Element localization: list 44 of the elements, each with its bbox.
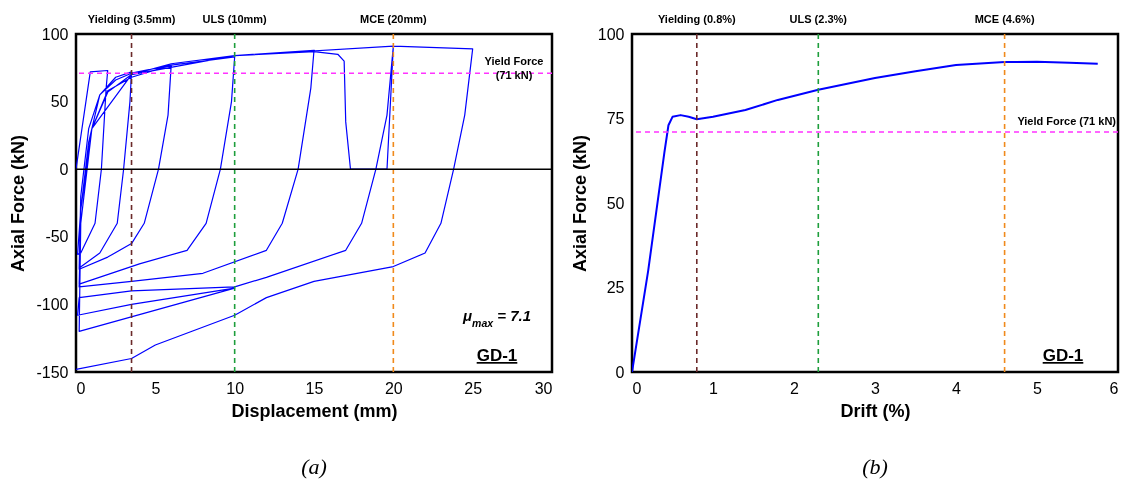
y-tick-label: -150	[36, 363, 69, 381]
line-series	[632, 60, 1099, 372]
y-tick-label: 75	[606, 110, 625, 127]
y-axis-title: Axial Force (kN)	[8, 134, 29, 273]
annotation: μ$_{max}$ = 7.1	[461, 307, 532, 329]
y-tick-label: 50	[50, 93, 69, 111]
annotation: GD-1	[1042, 346, 1084, 365]
x-tick-label: 30	[534, 379, 553, 397]
y-tick-label: 25	[606, 279, 625, 296]
x-axis-title: Displacement (mm)	[231, 400, 398, 421]
x-tick-label: 15	[305, 379, 324, 397]
y-tick-label: 100	[41, 25, 69, 43]
ref-line-label: ULS (10mm)	[202, 13, 268, 25]
ref-line-label: ULS (2.3%)	[789, 13, 848, 25]
x-tick-label: 1	[709, 379, 719, 397]
x-tick-label: 20	[384, 379, 403, 397]
ref-line-label: MCE (20mm)	[360, 13, 427, 25]
y-tick-label: -50	[45, 228, 69, 246]
y-tick-label: -100	[36, 295, 69, 313]
x-axis-title: Drift (%)	[840, 400, 911, 421]
ref-line-label: Yielding (3.5mm)	[87, 13, 176, 25]
x-tick-label: 25	[464, 379, 483, 397]
ref-line-label: Yield Force (71 kN)	[1017, 115, 1117, 128]
x-tick-label: 5	[151, 379, 161, 397]
line-series	[76, 45, 474, 370]
text: (a)	[301, 454, 327, 479]
x-tick-label: 3	[871, 379, 881, 397]
y-tick-label: 0	[59, 160, 69, 178]
y-tick-label: 100	[597, 25, 625, 43]
text: (b)	[862, 454, 888, 479]
annotation: GD-1	[476, 346, 518, 365]
ref-line-label: Yielding (0.8%)	[657, 13, 737, 25]
x-tick-label: 4	[952, 379, 962, 397]
y-tick-label: 50	[606, 194, 625, 212]
x-tick-label: 10	[226, 379, 245, 397]
ref-line-label: MCE (4.6%)	[974, 13, 1035, 25]
y-axis-title: Axial Force (kN)	[569, 134, 590, 273]
x-tick-label: 2	[790, 379, 800, 397]
x-tick-label: 5	[1033, 379, 1043, 397]
x-tick-label: 0	[76, 379, 86, 397]
x-tick-label: 0	[632, 379, 642, 397]
y-tick-label: 0	[615, 363, 625, 381]
x-tick-label: 6	[1109, 379, 1119, 397]
ref-line-label: Yield Force (71 kN)	[484, 55, 544, 82]
